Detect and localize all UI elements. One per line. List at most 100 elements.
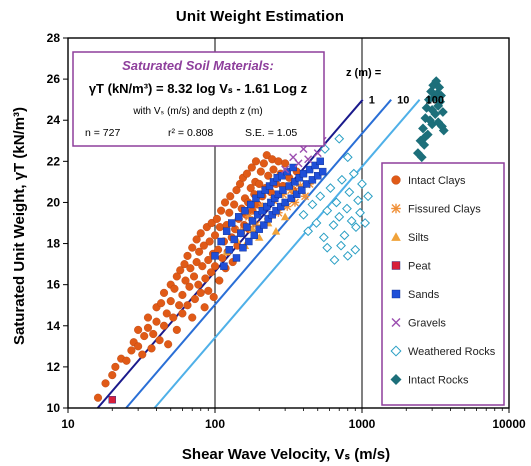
data-point [189,272,199,281]
data-point [122,356,131,365]
data-point [313,149,322,158]
depth-line-label-1: 1 [369,95,375,107]
data-point [204,286,213,295]
data-point [339,230,350,241]
data-point [252,194,260,203]
data-point [220,198,230,207]
data-point [200,303,209,312]
data-point [172,272,181,281]
data-point [155,336,164,345]
data-point [178,290,187,299]
data-point [336,240,346,251]
data-point [360,218,371,228]
data-point [164,340,173,349]
data-point [206,268,216,277]
data-point [222,227,231,235]
data-point [269,165,278,174]
data-point [185,282,194,291]
data-point [331,197,342,208]
data-point [308,176,317,184]
y-tick-label: 20 [47,195,61,209]
y-tick-label: 16 [47,278,61,292]
data-point [363,191,373,202]
legend-label: Peat [408,261,431,273]
y-tick-label: 18 [47,237,61,251]
data-point [166,297,175,306]
data-point [298,209,309,220]
data-point [162,309,171,318]
data-point [140,332,149,341]
data-point [265,182,274,190]
data-point [263,202,271,211]
equation-r2: r² = 0.808 [168,127,213,139]
data-point [138,350,147,359]
legend-border [381,162,505,406]
data-point [256,167,265,176]
legend-marker [391,232,401,241]
equation-heading: Saturated Soil Materials: [122,58,274,73]
data-point [178,309,187,318]
data-point [419,139,430,150]
legend-label: Intact Rocks [408,375,469,387]
depth-line-z-10 [125,99,392,409]
data-point [351,222,361,233]
data-point [255,179,264,188]
data-point [295,174,304,182]
equation-n: n = 727 [85,127,120,139]
data-point [433,117,444,128]
data-point [274,157,283,166]
legend-label: Fissured Clays [408,204,481,216]
data-point [183,251,192,260]
data-point [204,255,213,265]
data-point [285,182,293,190]
marker-stroke [304,155,313,164]
data-point [346,216,357,226]
data-point [215,276,224,285]
data-point [261,186,270,194]
data-point [420,113,431,124]
data-point [220,262,228,270]
data-point [329,255,340,265]
data-point [294,159,303,168]
data-point [183,301,192,310]
data-point [209,292,218,302]
data-point [143,313,153,322]
depth-line-label-10: 10 [397,95,409,107]
data-point [143,323,153,332]
data-point [111,362,120,371]
legend-marker [391,289,401,299]
data-point [264,171,273,180]
axis-ticks: 10 100 1000 10000 10 12 14 16 18 20 22 24 26 28 [47,31,526,431]
data-points [93,76,449,404]
data-point [195,247,204,256]
series-intact-rocks [412,76,449,163]
data-point [416,152,427,163]
data-point [325,183,336,193]
data-point [315,191,326,202]
data-point [311,218,322,228]
data-point [228,219,236,227]
y-tick-label: 26 [47,72,61,86]
x-tick-label: 10000 [492,417,526,431]
data-point [258,206,267,215]
data-point [243,223,251,231]
data-point [159,321,169,330]
data-point [108,371,117,380]
data-point [176,266,185,275]
y-tick-label: 12 [47,360,61,374]
data-point [298,186,306,194]
data-point [328,220,339,230]
y-tick-label: 14 [47,319,61,333]
data-point [246,184,255,193]
data-point [245,237,253,246]
x-tick-label: 10 [61,417,75,431]
data-point [149,329,158,339]
data-point [211,252,219,260]
x-tick-label: 1000 [349,417,376,431]
data-point [289,163,297,172]
data-point [436,90,446,101]
data-point [108,396,116,404]
data-point [199,241,208,250]
data-point [281,165,290,174]
